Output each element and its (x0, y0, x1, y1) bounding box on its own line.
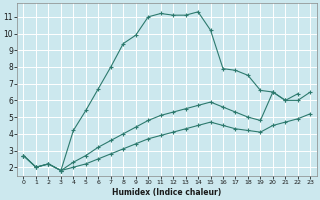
X-axis label: Humidex (Indice chaleur): Humidex (Indice chaleur) (112, 188, 221, 197)
